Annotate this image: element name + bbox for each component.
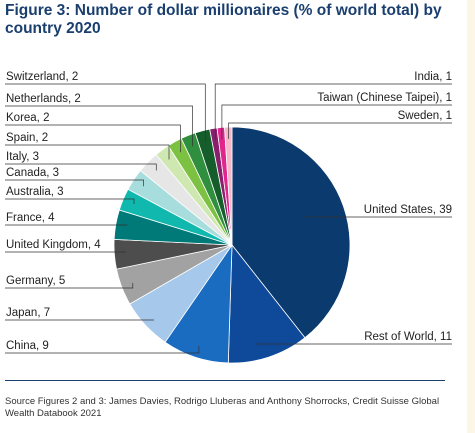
label-germany: Germany, 5 <box>6 275 65 287</box>
label-united-states: United States, 39 <box>364 204 452 216</box>
leader-line-spain <box>5 144 170 160</box>
label-united-kingdom: United Kingdom, 4 <box>6 239 101 251</box>
label-sweden: Sweden, 1 <box>398 110 452 122</box>
label-spain: Spain, 2 <box>6 132 48 144</box>
label-italy: Italy, 3 <box>6 151 39 163</box>
label-taiwan-chinese-taipei: Taiwan (Chinese Taipei), 1 <box>317 92 452 104</box>
slice-united-states <box>231 126 351 339</box>
leader-line-india <box>214 83 452 141</box>
label-canada: Canada, 3 <box>6 167 59 179</box>
leader-line-canada <box>5 179 144 187</box>
label-china: China, 9 <box>6 340 49 352</box>
leader-line-sweden <box>228 122 452 139</box>
label-france: France, 4 <box>6 212 55 224</box>
leader-line-taiwan-chinese-taipei <box>221 104 452 140</box>
label-korea: Korea, 2 <box>6 112 49 124</box>
chart-title: Figure 3: Number of dollar millionaires … <box>5 2 442 37</box>
leader-line-germany <box>5 282 134 289</box>
leader-line-netherlands <box>5 105 193 147</box>
leader-line-korea <box>5 124 181 153</box>
label-india: India, 1 <box>414 71 452 83</box>
label-netherlands: Netherlands, 2 <box>6 93 81 105</box>
leader-line-switzerland <box>5 83 206 143</box>
divider <box>5 380 445 381</box>
source-note: Source Figures 2 and 3: James Davies, Ro… <box>5 396 440 419</box>
label-japan: Japan, 7 <box>6 307 50 319</box>
leader-line-australia <box>5 198 135 204</box>
label-switzerland: Switzerland, 2 <box>6 71 78 83</box>
page-edge-decoration <box>467 0 475 433</box>
label-rest-of-world: Rest of World, 11 <box>364 331 452 343</box>
label-australia: Australia, 3 <box>6 186 64 198</box>
leader-line-italy <box>5 163 157 171</box>
leader-line-china <box>5 345 200 354</box>
slice-rest-of-world <box>227 243 306 364</box>
